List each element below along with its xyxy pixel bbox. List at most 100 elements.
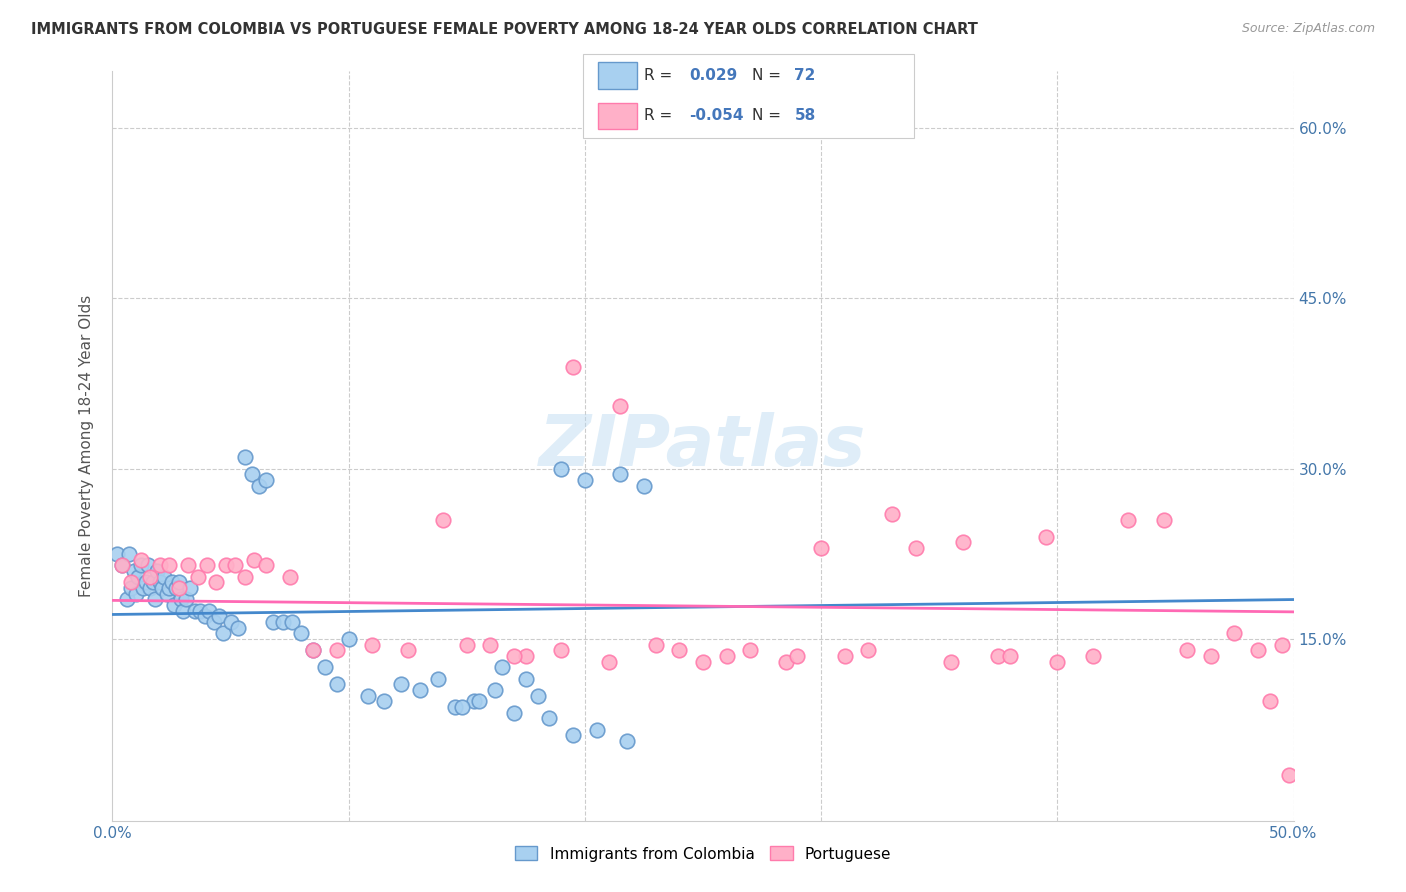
Point <box>810 541 832 556</box>
Text: 0.029: 0.029 <box>689 69 737 83</box>
Point <box>373 694 395 708</box>
Y-axis label: Female Poverty Among 18-24 Year Olds: Female Poverty Among 18-24 Year Olds <box>79 295 94 597</box>
Point <box>243 552 266 566</box>
Point <box>1116 513 1139 527</box>
Point <box>208 609 231 624</box>
Point <box>262 615 284 629</box>
Point <box>444 700 467 714</box>
Point <box>127 569 149 583</box>
Point <box>149 558 172 573</box>
Point <box>574 473 596 487</box>
Point <box>188 604 211 618</box>
Point <box>337 632 360 646</box>
Point <box>451 700 474 714</box>
Point <box>157 558 180 573</box>
Point <box>633 479 655 493</box>
Point <box>1046 655 1069 669</box>
Point <box>160 575 183 590</box>
Point <box>609 399 631 413</box>
Point <box>1223 626 1246 640</box>
Point <box>526 689 548 703</box>
Point <box>998 648 1021 663</box>
Point <box>111 558 134 573</box>
Text: ZIPatlas: ZIPatlas <box>540 411 866 481</box>
Point <box>1199 648 1222 663</box>
Text: Source: ZipAtlas.com: Source: ZipAtlas.com <box>1241 22 1375 36</box>
Point <box>271 615 294 629</box>
Point <box>356 689 378 703</box>
Point <box>858 643 880 657</box>
Point <box>939 655 962 669</box>
Point <box>740 643 762 657</box>
Point <box>139 569 162 583</box>
Point <box>135 575 157 590</box>
Point <box>491 660 513 674</box>
Point <box>389 677 412 691</box>
Point <box>1175 643 1198 657</box>
Point <box>167 581 190 595</box>
Point <box>167 575 190 590</box>
Text: N =: N = <box>752 69 786 83</box>
Point <box>503 648 526 663</box>
Point <box>302 643 325 657</box>
Point <box>314 660 336 674</box>
Point <box>163 598 186 612</box>
Point <box>120 575 142 590</box>
Point <box>1258 694 1281 708</box>
Point <box>215 558 238 573</box>
Point <box>146 564 169 578</box>
Point <box>290 626 312 640</box>
Point <box>515 672 537 686</box>
Point <box>139 581 162 595</box>
Point <box>122 564 145 578</box>
Point <box>186 569 208 583</box>
Point <box>226 621 249 635</box>
Point <box>987 648 1010 663</box>
Point <box>120 581 142 595</box>
Point <box>219 615 242 629</box>
Point <box>254 473 277 487</box>
Point <box>205 575 228 590</box>
Point <box>1247 643 1270 657</box>
Point <box>427 672 450 686</box>
Point <box>562 359 585 374</box>
Point <box>616 734 638 748</box>
Point <box>240 467 263 482</box>
Point <box>1153 513 1175 527</box>
Point <box>194 609 217 624</box>
Point <box>1278 768 1301 782</box>
Point <box>432 513 454 527</box>
Point <box>456 638 478 652</box>
Point <box>170 592 193 607</box>
Text: IMMIGRANTS FROM COLOMBIA VS PORTUGUESE FEMALE POVERTY AMONG 18-24 YEAR OLDS CORR: IMMIGRANTS FROM COLOMBIA VS PORTUGUESE F… <box>31 22 977 37</box>
Point <box>233 569 256 583</box>
Point <box>150 581 173 595</box>
Point <box>692 655 714 669</box>
Point <box>157 581 180 595</box>
Point <box>550 461 572 475</box>
Point <box>880 507 903 521</box>
Point <box>129 552 152 566</box>
Point <box>361 638 384 652</box>
Point <box>281 615 304 629</box>
Point <box>105 547 128 561</box>
Point <box>609 467 631 482</box>
Point <box>515 648 537 663</box>
Point <box>177 558 200 573</box>
Point <box>598 655 620 669</box>
Point <box>233 450 256 465</box>
Point <box>484 683 506 698</box>
Point <box>834 648 856 663</box>
Point <box>198 604 221 618</box>
Point <box>463 694 485 708</box>
Point <box>952 535 974 549</box>
Point <box>195 558 218 573</box>
Text: R =: R = <box>644 109 678 123</box>
Point <box>503 706 526 720</box>
Point <box>786 648 808 663</box>
Point <box>136 558 159 573</box>
Point <box>132 581 155 595</box>
Point <box>538 711 561 725</box>
Point <box>172 604 194 618</box>
Point <box>129 558 152 573</box>
